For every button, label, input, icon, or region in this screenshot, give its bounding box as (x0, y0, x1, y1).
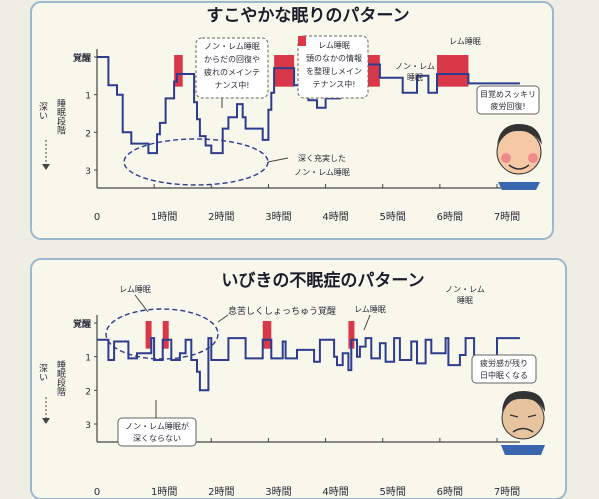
p1-xtick-label: 2時間 (208, 211, 234, 223)
p2-label-nonrem-top: ノン・レム (445, 285, 485, 294)
p1-side-label: 深い (37, 102, 48, 120)
p2-label-shallow-2: 深くならない (133, 434, 181, 443)
p2-side-label2: 睡眠段階 (55, 359, 66, 397)
p1-arrow-head (42, 164, 50, 170)
p2-side-label: 深い (37, 363, 48, 381)
p1-ytick-label: 3 (85, 167, 91, 177)
p2-rem-block (145, 321, 152, 349)
tired-face-mouth (512, 427, 534, 433)
p1-label-wake-1: 目覚めスッキリ (480, 89, 536, 99)
p1-callout-left-line: ナンス中! (214, 80, 249, 90)
p2-xtick-label: 5時間 (380, 486, 406, 498)
p2-sleep-line (97, 337, 520, 392)
p2-wake-ellipse (105, 308, 219, 360)
p1-label-rem: レム睡眠 (449, 37, 481, 46)
p2-label-tired-2: 日中眠くなる (480, 370, 528, 380)
p1-callout-mid-line: 頭のなかの情報 (306, 53, 362, 63)
p2-xtick-label: 2時間 (208, 486, 234, 498)
p2-label-rem-left: レム睡眠 (119, 285, 151, 294)
p1-side-label2: 睡眠段階 (55, 97, 66, 135)
p2-shallow-box (117, 417, 197, 447)
p1-callout-mid-line: を整理しメイン (306, 66, 362, 76)
p1-wake-box (476, 85, 540, 115)
p1-xtick-label: 1時間 (151, 211, 177, 223)
p2-ytick-label: 覚醒 (73, 318, 91, 330)
p2-wake-pointer (217, 314, 229, 323)
p2-rem-mid-pointer (363, 314, 371, 331)
p1-xtick-label: 5時間 (380, 211, 406, 223)
p1-callout-left-line: からだの回復や (204, 54, 260, 64)
tired-face-icon (501, 396, 545, 440)
p2-rem-block (262, 321, 272, 349)
p2-xtick-label: 4時間 (322, 486, 348, 498)
p1-callout-mid-line: レム睡眠 (318, 41, 350, 50)
p1-callout-left-line: ノン・レム睡眠 (204, 42, 260, 51)
p2-label-rem-mid: レム睡眠 (354, 305, 386, 314)
p2-label-shallow-1: ノン・レム睡眠が (125, 421, 189, 431)
p1-sleep-line (97, 56, 520, 155)
p2-xtick-label: 7時間 (494, 486, 520, 498)
tired-face-hair (502, 391, 545, 412)
p1-label-nonrem: ノン・レム (395, 62, 435, 71)
p2-xtick-label: 0 (94, 487, 100, 498)
p1-xtick-label: 6時間 (437, 211, 463, 223)
p2-ytick-label: 3 (85, 421, 91, 431)
p2-rem-left-pointer (134, 294, 149, 313)
p1-rem-block (174, 55, 183, 87)
p1-callout-box-mid (297, 35, 369, 99)
p2-tired-box (471, 354, 537, 384)
p2-arrow-head (42, 418, 50, 424)
p2-ytick-label: 2 (85, 387, 91, 397)
p2-xtick-label: 6時間 (437, 486, 463, 498)
p1-xtick-label: 0 (94, 212, 100, 223)
p1-label-wake-2: 疲労回復! (490, 101, 525, 111)
p1-ytick-label: 2 (85, 129, 91, 139)
p2-label-nonrem-top2: 睡眠 (457, 296, 473, 305)
p1-callout-mid-marker (298, 36, 306, 46)
panel1-title: すこやかな眠りのパターン (206, 6, 409, 26)
p2-label-tired-1: 疲労感が残り (480, 358, 528, 368)
p1-label-deep-2: ノン・レム睡眠 (294, 168, 350, 177)
happy-face-hair (497, 124, 542, 145)
p2-ytick-label: 1 (85, 354, 91, 364)
p2-rem-block (162, 321, 169, 349)
p2-xtick-label: 1時間 (151, 486, 177, 498)
p1-rem-block (437, 55, 469, 87)
happy-face-icon (496, 129, 542, 175)
p1-label-nonrem2: 睡眠 (407, 73, 423, 82)
p1-ytick-label: 1 (85, 92, 91, 102)
happy-face-cheek-right (528, 153, 538, 163)
p1-deep-pointer (267, 157, 289, 163)
p1-xtick-label: 4時間 (322, 211, 348, 223)
p1-xtick-label: 3時間 (265, 211, 291, 223)
tired-face-eyes (509, 414, 537, 418)
happy-face-cheek-left (501, 153, 511, 163)
happy-face-shirt (498, 182, 540, 190)
panel2-title: いびきの不眠症のパターン (221, 270, 424, 291)
p1-ytick-label: 覚醒 (73, 52, 91, 64)
happy-face-mouth (508, 164, 530, 170)
panel1-frame (30, 1, 554, 240)
p2-xtick-label: 3時間 (265, 486, 291, 498)
p1-xtick-label: 7時間 (494, 211, 520, 223)
p1-label-deep-1: 深く充実した (298, 153, 346, 163)
p1-callout-box-left (195, 37, 269, 99)
tired-face-shirt (501, 445, 545, 455)
p2-rem-block (348, 321, 355, 349)
p1-callout-mid-line: テナンス中! (312, 79, 355, 89)
p2-label-wake-often: 息苦しくしょっちゅう覚醒 (228, 305, 336, 317)
p1-callout-left-line: 疲れのメインテ (204, 67, 260, 77)
p1-rem-block (274, 55, 295, 87)
